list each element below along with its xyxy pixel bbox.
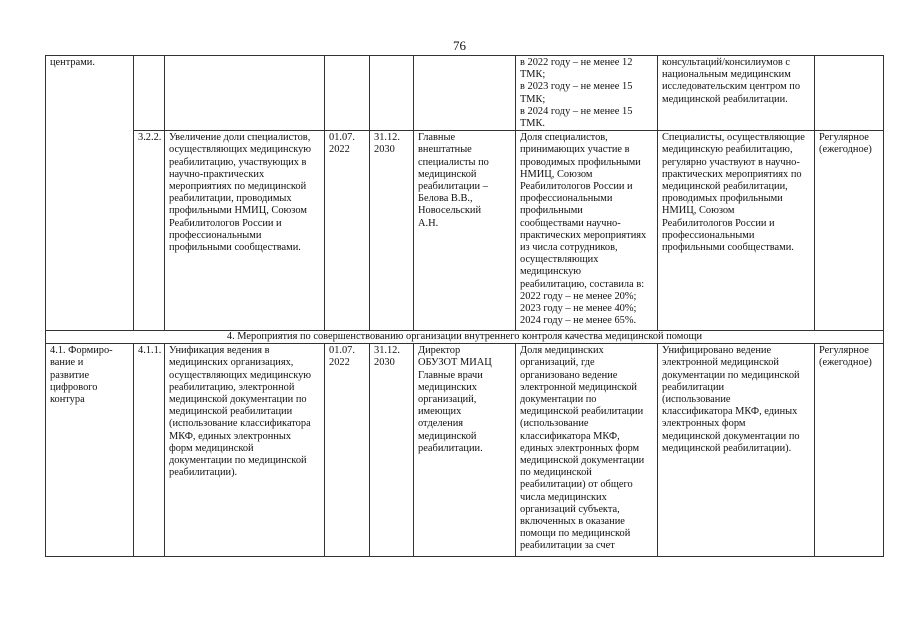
- table-row: 4.1. Формиро- вание и развитие цифрового…: [45, 343, 884, 558]
- cell-activity: [164, 54, 325, 132]
- cell-number: 3.2.2.: [133, 130, 165, 332]
- action-plan-table: центрами. в 2022 году – не менее 12 ТМК;…: [45, 54, 884, 558]
- cell-task: 4.1. Формиро- вание и развитие цифрового…: [45, 343, 134, 558]
- cell-end-date: 31.12. 2030: [369, 130, 414, 332]
- cell-responsible: Главные внештатные специалисты по медици…: [413, 130, 516, 332]
- section-row: 4. Мероприятия по совершенствованию орга…: [45, 330, 884, 345]
- cell-responsible: Директор ОБУЗОТ МИАЦ Главные врачи медиц…: [413, 343, 516, 558]
- cell-task: центрами.: [45, 54, 134, 332]
- cell-end-date: 31.12. 2030: [369, 343, 414, 558]
- cell-frequency: [814, 54, 884, 132]
- cell-indicator: Доля медицинских организаций, где органи…: [515, 343, 658, 558]
- cell-activity: Унификация ведения в медицинских организ…: [164, 343, 325, 558]
- cell-number: 4.1.1.: [133, 343, 165, 558]
- section-title: 4. Мероприятия по совершенствованию орга…: [45, 330, 884, 345]
- cell-responsible: [413, 54, 516, 132]
- table-row: центрами. в 2022 году – не менее 12 ТМК;…: [45, 54, 884, 332]
- cell-indicator: в 2022 году – не менее 12 ТМК; в 2023 го…: [515, 54, 658, 132]
- table-row: 3.2.2. Увеличение доли специалистов, осу…: [46, 130, 884, 332]
- cell-end-date: [369, 54, 414, 132]
- page-number: 76: [453, 38, 466, 53]
- cell-result: Специалисты, осуществляющие медицинскую …: [657, 130, 815, 332]
- cell-result: консультаций/консилиумов с национальным …: [657, 54, 815, 132]
- cell-start-date: 01.07. 2022: [324, 343, 370, 558]
- cell-activity: Увеличение доли специалистов, осуществля…: [164, 130, 325, 332]
- cell-start-date: [324, 54, 370, 132]
- cell-frequency: Регулярное (ежегодное): [814, 343, 884, 558]
- cell-result: Унифицировано ведение электронной медици…: [657, 343, 815, 558]
- cell-frequency: Регулярное (ежегодное): [814, 130, 884, 332]
- cell-number: [133, 54, 165, 132]
- cell-indicator: Доля специалистов, принимающих участие в…: [515, 130, 658, 332]
- cell-start-date: 01.07. 2022: [324, 130, 370, 332]
